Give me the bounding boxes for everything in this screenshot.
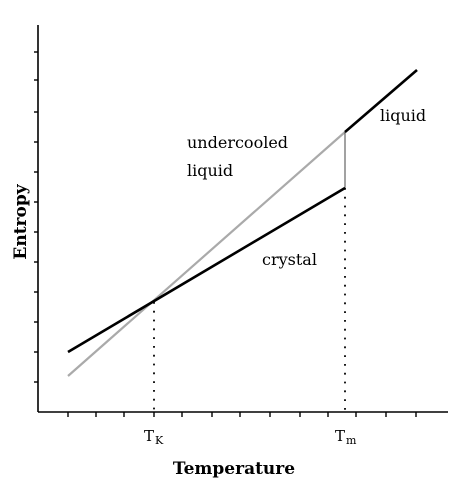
x-axis-title: Temperature xyxy=(173,459,295,479)
y-axis-ticks xyxy=(34,51,38,383)
crystal-line xyxy=(67,186,346,354)
tick-label-tm: Tm xyxy=(335,427,357,447)
liquid-line xyxy=(344,69,418,133)
undercooled-liquid-line xyxy=(67,131,346,377)
tick-label-tk: TK xyxy=(144,427,164,447)
label-undercooled-liquid: liquid xyxy=(187,161,233,180)
x-axis-ticks xyxy=(67,412,417,417)
tick-label-tm-sub: m xyxy=(346,434,357,447)
label-undercooled: undercooled xyxy=(187,133,288,152)
tick-label-tk-main: T xyxy=(144,427,154,445)
label-crystal: crystal xyxy=(262,250,317,269)
tick-label-tm-main: T xyxy=(335,427,345,445)
y-axis-title: Entropy xyxy=(11,183,31,259)
label-liquid: liquid xyxy=(380,106,426,125)
tick-label-tk-sub: K xyxy=(155,434,164,447)
